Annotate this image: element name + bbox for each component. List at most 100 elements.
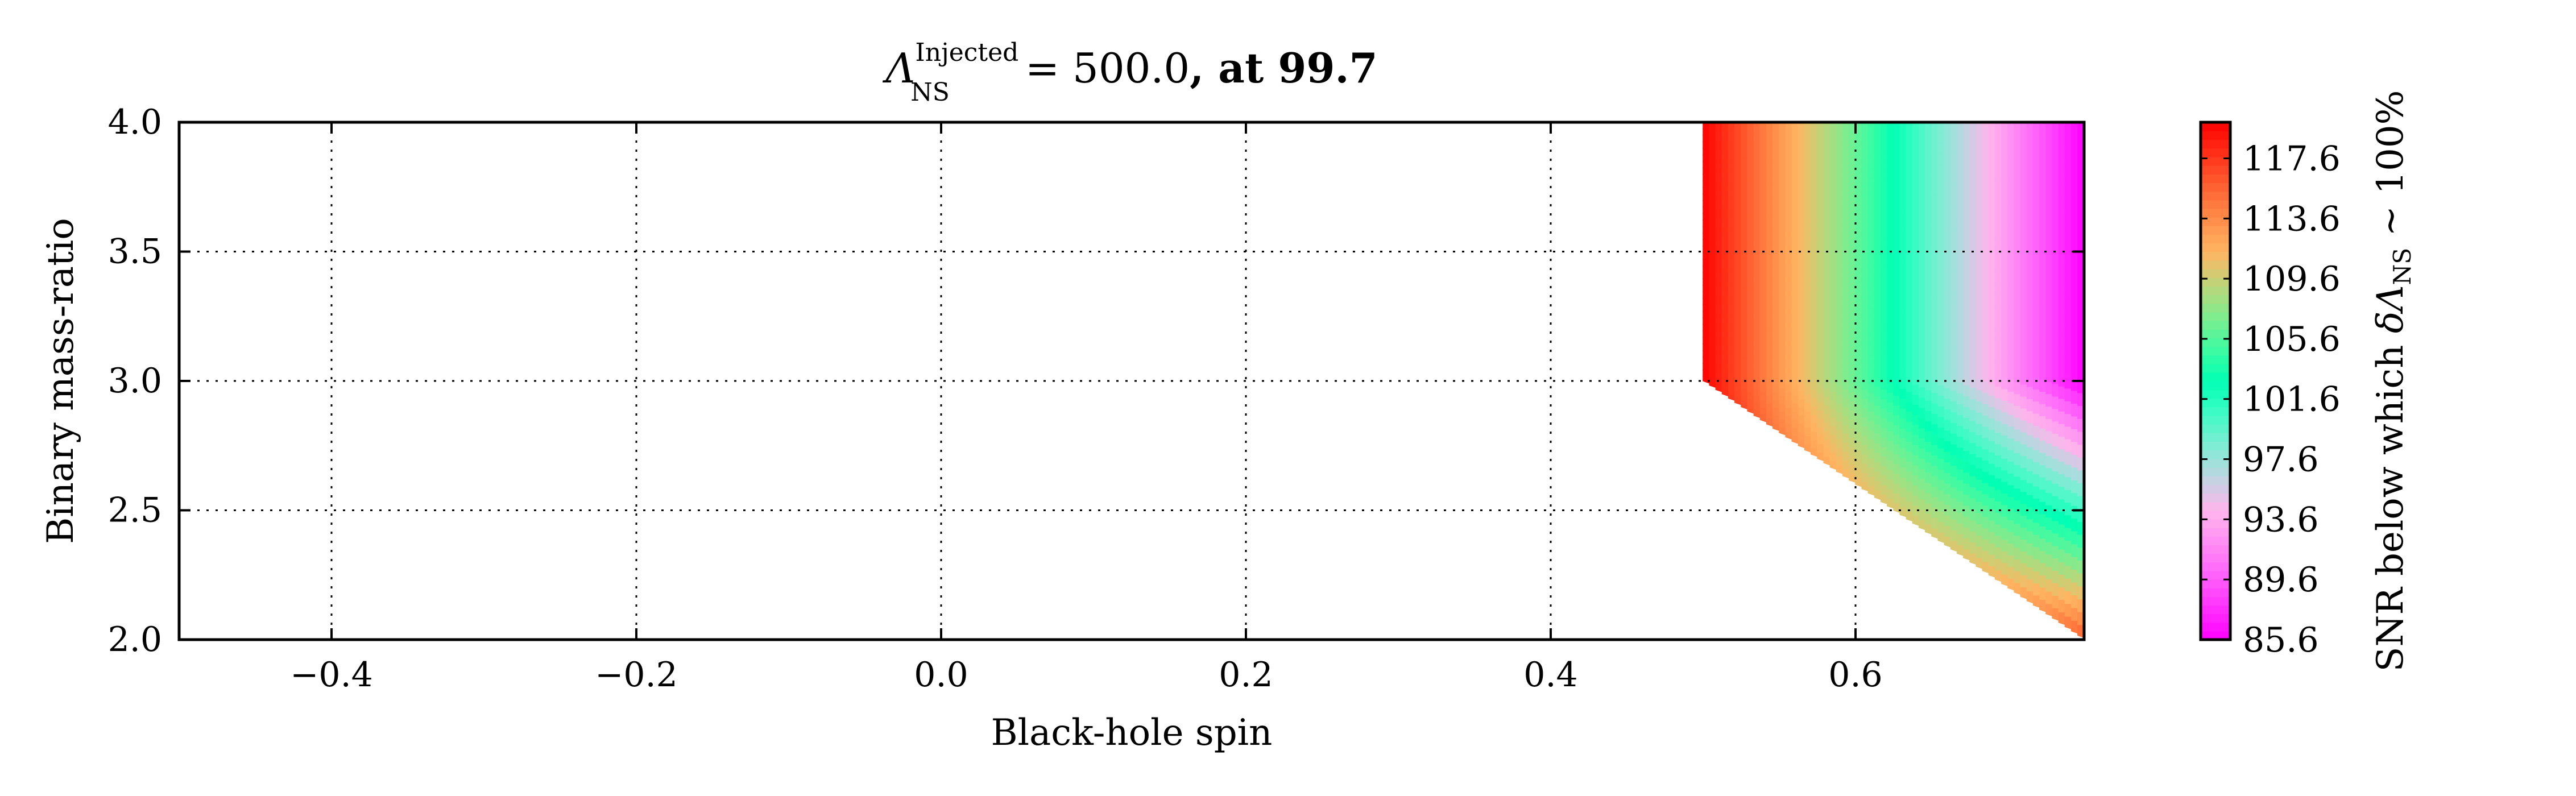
region-cell	[1969, 464, 1977, 476]
region-cell	[1944, 472, 1952, 484]
region-cell	[2014, 546, 2022, 559]
region-cell	[1893, 317, 1900, 328]
region-cell	[1976, 445, 1983, 458]
region-cell	[1937, 290, 1945, 301]
region-cell	[1906, 421, 1914, 432]
region-cell	[1950, 283, 1958, 295]
region-cell	[1956, 327, 1964, 339]
region-cell	[1969, 354, 1977, 366]
region-cell	[1734, 171, 1742, 180]
region-cell	[1811, 180, 1818, 190]
region-cell	[2070, 517, 2078, 532]
region-cell	[1753, 136, 1761, 145]
region-cell	[1925, 358, 1932, 370]
region-cell	[1956, 143, 1964, 155]
region-cell	[1817, 274, 1824, 284]
region-cell	[1791, 242, 1799, 251]
colorbar-band	[2201, 381, 2230, 390]
region-cell	[1855, 431, 1862, 442]
region-cell	[2070, 364, 2078, 379]
region-cell	[1956, 338, 1964, 350]
region-cell	[1849, 202, 1856, 213]
region-cell	[1823, 225, 1831, 234]
region-cell	[1779, 160, 1786, 170]
region-cell	[2045, 233, 2053, 246]
region-cell	[1791, 298, 1799, 308]
region-cell	[1969, 254, 1977, 267]
region-cell	[1988, 338, 1996, 350]
region-cell	[1988, 565, 1996, 578]
region-cell	[1836, 446, 1844, 457]
y-tick-label: 4.0	[108, 102, 162, 142]
region-cell	[1855, 285, 1862, 296]
region-cell	[1779, 137, 1786, 146]
region-cell	[2032, 449, 2040, 462]
region-cell	[1918, 396, 1926, 408]
region-cell	[1912, 384, 1920, 395]
region-cell	[2014, 358, 2022, 371]
region-cell	[1709, 254, 1717, 262]
region-cell	[1867, 187, 1875, 197]
region-cell	[1944, 122, 1952, 134]
region-cell	[2014, 452, 2022, 465]
region-cell	[2020, 431, 2028, 445]
region-cell	[1893, 131, 1900, 143]
region-cell	[1874, 216, 1882, 227]
region-cell	[1772, 260, 1780, 270]
region-cell	[1823, 173, 1831, 183]
region-cell	[1779, 192, 1786, 201]
region-cell	[1931, 236, 1939, 248]
region-cell	[1829, 234, 1837, 244]
region-cell	[1861, 205, 1869, 215]
region-cell	[1836, 244, 1844, 255]
region-cell	[1906, 241, 1914, 252]
region-cell	[1861, 159, 1869, 169]
region-cell	[1937, 374, 1945, 385]
region-cell	[1747, 151, 1755, 159]
colorbar-band	[2201, 579, 2230, 588]
region-cell	[1956, 468, 1964, 480]
region-cell	[1709, 148, 1717, 156]
region-cell	[2032, 327, 2040, 341]
region-cell	[1956, 208, 1964, 221]
region-cell	[2026, 338, 2034, 351]
region-cell	[1880, 284, 1888, 295]
region-cell	[1956, 425, 1964, 437]
region-cell	[1944, 324, 1952, 335]
region-cell	[1734, 263, 1742, 271]
region-cell	[1994, 397, 2002, 410]
region-cell	[1925, 327, 1932, 339]
region-cell	[1759, 234, 1767, 243]
region-cell	[1759, 391, 1767, 400]
region-cell	[2001, 307, 2008, 320]
region-cell	[1956, 360, 1964, 372]
region-cell	[1963, 132, 1970, 145]
region-cell	[1944, 196, 1952, 208]
region-cell	[1849, 239, 1856, 249]
region-cell	[1829, 217, 1837, 227]
region-cell	[1741, 172, 1748, 180]
region-cell	[1944, 355, 1952, 367]
region-cell	[2020, 157, 2028, 171]
region-cell	[1766, 221, 1774, 229]
region-cell	[1747, 274, 1755, 283]
region-cell	[1703, 330, 1710, 338]
region-cell	[1931, 132, 1939, 144]
region-cell	[1994, 179, 2002, 192]
region-cell	[1963, 450, 1970, 462]
region-cell	[1937, 479, 1945, 491]
region-cell	[1703, 213, 1710, 221]
region-cell	[1874, 367, 1882, 378]
region-cell	[1976, 434, 1983, 446]
region-cell	[1861, 352, 1869, 363]
region-cell	[1867, 457, 1875, 468]
region-cell	[2070, 505, 2078, 519]
region-cell	[1798, 317, 1805, 326]
region-cell	[1798, 268, 1805, 277]
region-cell	[2001, 538, 2008, 552]
region-cell	[2052, 358, 2060, 372]
region-cell	[2070, 300, 2078, 314]
region-cell	[1785, 414, 1793, 424]
region-cell	[1994, 259, 2002, 272]
region-cell	[1709, 261, 1717, 269]
